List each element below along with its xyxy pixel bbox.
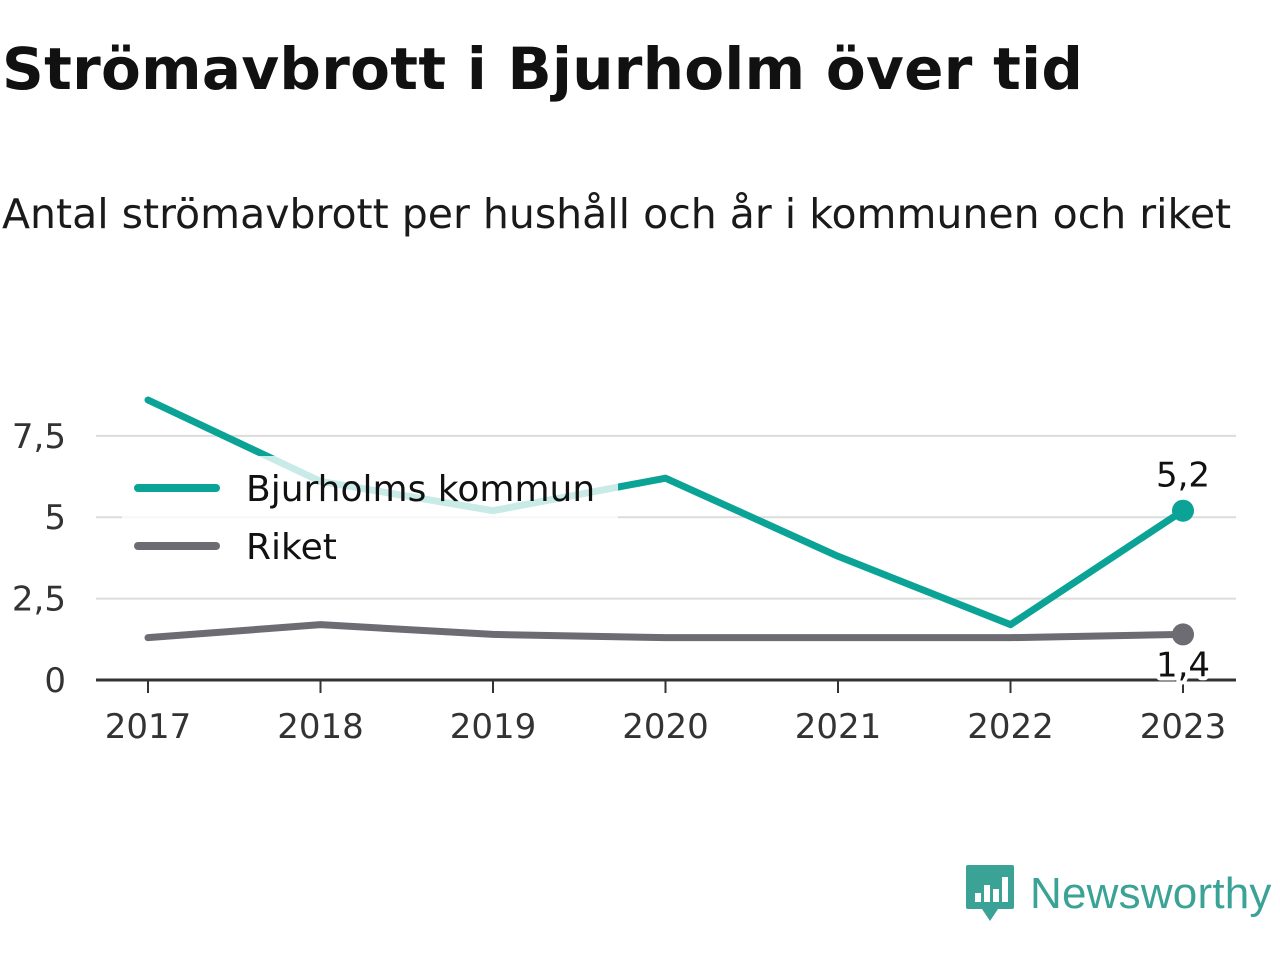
x-tick-label: 2023 (1140, 707, 1227, 747)
x-tick-label: 2018 (277, 707, 364, 747)
series-endpoint-0 (1172, 499, 1194, 522)
legend-label: Bjurholms kommun (246, 469, 595, 510)
x-tick-label: 2019 (450, 707, 537, 747)
y-tick-label: 0 (44, 661, 66, 701)
y-tick-label: 5 (44, 498, 66, 538)
series-line-1 (144, 621, 1187, 642)
newsworthy-logo-icon (966, 865, 1014, 921)
end-label: 1,4 (1156, 645, 1210, 685)
newsworthy-brand: Newsworthy (964, 862, 1272, 926)
y-tick-label: 2,5 (12, 580, 66, 620)
x-tick-label: 2022 (967, 707, 1054, 747)
legend-label: Riket (246, 527, 337, 568)
legend: Bjurholms kommun Riket (122, 456, 618, 580)
end-label: 5,2 (1156, 456, 1210, 496)
x-tick-label: 2021 (795, 707, 882, 747)
chart-subtitle: Antal strömavbrott per hushåll och år i … (2, 190, 1232, 238)
axes: 0 2,5 5 7,5 2017 2018 2019 2020 2021 2022 2023 (12, 417, 1236, 747)
x-tick-label: 2020 (622, 707, 709, 747)
x-tick-label: 2017 (105, 707, 192, 747)
y-tick-label: 7,5 (12, 417, 66, 457)
legend-background (122, 456, 618, 580)
chart-title: Strömavbrott i Bjurholm över tid (2, 35, 1084, 103)
end-labels: 5,25,21,41,4 (1152, 452, 1214, 690)
end-label-halo: 1,4 (1156, 645, 1210, 685)
end-label-halo: 5,2 (1156, 456, 1210, 496)
series-endpoint-1 (1172, 623, 1194, 646)
brand-name: Newsworthy (1030, 869, 1272, 918)
